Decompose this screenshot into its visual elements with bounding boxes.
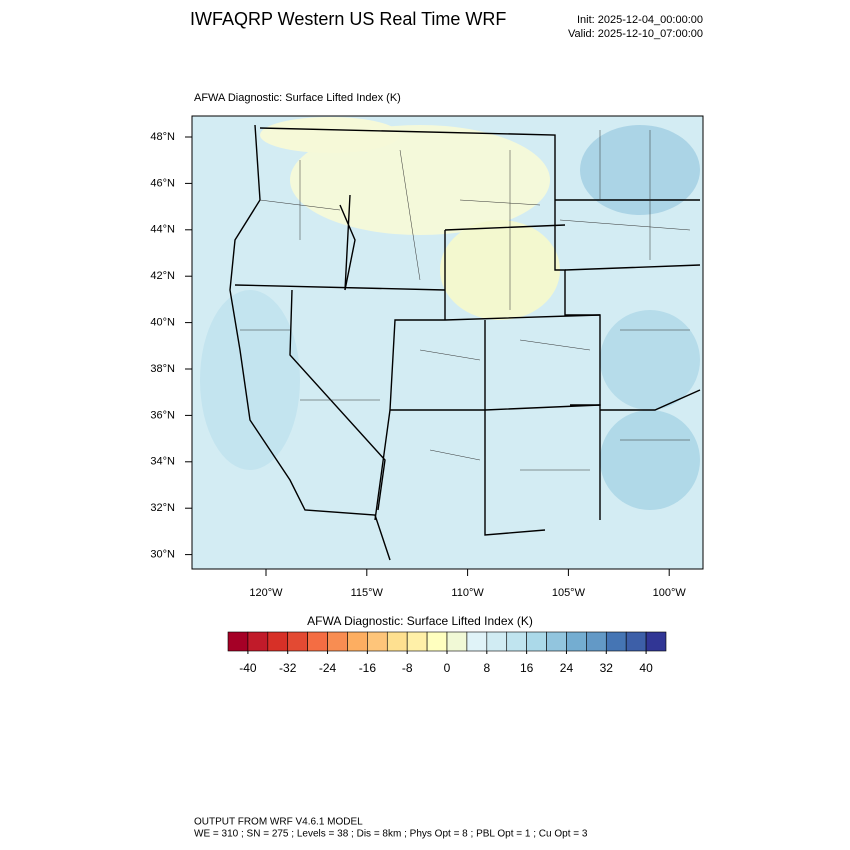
colorbar-tick-label: 8 <box>483 661 490 675</box>
colorbar-swatch <box>406 631 428 652</box>
init-time: Init: 2025-12-04_00:00:00 <box>577 14 703 26</box>
map-title: AFWA Diagnostic: Surface Lifted Index (K… <box>194 92 401 104</box>
colorbar-tick-label: 32 <box>600 661 614 675</box>
map <box>191 115 704 570</box>
field-patch <box>200 290 300 470</box>
lat-label: 36°N <box>150 409 175 421</box>
lon-label: 110°W <box>451 587 484 599</box>
colorbar-swatch <box>605 631 627 652</box>
field-patch <box>600 310 700 410</box>
colorbar-swatch <box>446 631 468 652</box>
lat-label: 34°N <box>150 456 175 468</box>
map-frame <box>191 115 704 570</box>
field-patch <box>600 410 700 510</box>
lat-label: 32°N <box>150 502 175 514</box>
lon-label: 115°W <box>351 587 384 599</box>
colorbar-swatch <box>546 631 567 652</box>
field-patch <box>260 117 400 153</box>
field-patch <box>580 125 700 215</box>
footer-line: OUTPUT FROM WRF V4.6.1 MODEL <box>194 817 363 828</box>
county-border <box>240 130 691 471</box>
colorbar-title: AFWA Diagnostic: Surface Lifted Index (K… <box>307 614 533 628</box>
footer-line: WE = 310 ; SN = 275 ; Levels = 38 ; Dis … <box>194 829 588 840</box>
colorbar-swatch <box>506 631 527 652</box>
lat-label: 38°N <box>150 363 175 375</box>
colorbar-tick-label: 40 <box>639 661 653 675</box>
colorbar-swatch <box>327 631 348 652</box>
lat-label: 42°N <box>150 270 175 282</box>
lat-label: 44°N <box>150 224 175 236</box>
colorbar-tick-label: -40 <box>239 661 257 675</box>
colorbar-swatch <box>645 631 667 652</box>
colorbar-swatch <box>526 631 547 652</box>
coastline <box>229 124 391 561</box>
lat-label: 40°N <box>150 317 175 329</box>
colorbar-swatch <box>586 631 607 652</box>
colorbar-swatch <box>227 631 249 652</box>
lat-label: 46°N <box>150 177 175 189</box>
colorbar-swatch <box>426 631 448 652</box>
colorbar-tick-label: -16 <box>359 661 377 675</box>
lat-label: 30°N <box>150 549 175 561</box>
main-title: IWFAQRP Western US Real Time WRF <box>190 9 506 29</box>
colorbar-swatch <box>367 631 388 652</box>
state-border <box>234 194 701 536</box>
colorbar-swatch <box>267 631 289 652</box>
colorbar-tick-label: -32 <box>279 661 297 675</box>
valid-time: Valid: 2025-12-10_07:00:00 <box>568 28 703 40</box>
colorbar-tick-label: 0 <box>444 661 451 675</box>
colorbar-swatch <box>386 631 408 652</box>
field-patch <box>290 125 550 235</box>
colorbar-swatch <box>486 631 508 652</box>
colorbar-swatch <box>307 631 328 652</box>
colorbar-swatch <box>247 631 269 652</box>
lon-label: 120°W <box>249 587 283 599</box>
colorbar-swatch <box>625 631 647 652</box>
colorbar-swatch <box>466 631 488 652</box>
colorbar-swatch <box>287 631 308 652</box>
field-patch <box>440 220 560 320</box>
colorbar-swatch <box>347 631 368 652</box>
lat-label: 48°N <box>150 131 175 143</box>
colorbar-tick-label: -8 <box>402 661 413 675</box>
colorbar-tick-label: 16 <box>520 661 534 675</box>
colorbar-tick-label: -24 <box>319 661 337 675</box>
colorbar-swatch <box>566 631 587 652</box>
colorbar: -40 -32 -24 -16 -8 0 8 16 24 32 40 <box>227 631 667 675</box>
lon-label: 105°W <box>552 587 586 599</box>
colorbar-tick-label: 24 <box>560 661 574 675</box>
lon-label: 100°W <box>653 587 687 599</box>
